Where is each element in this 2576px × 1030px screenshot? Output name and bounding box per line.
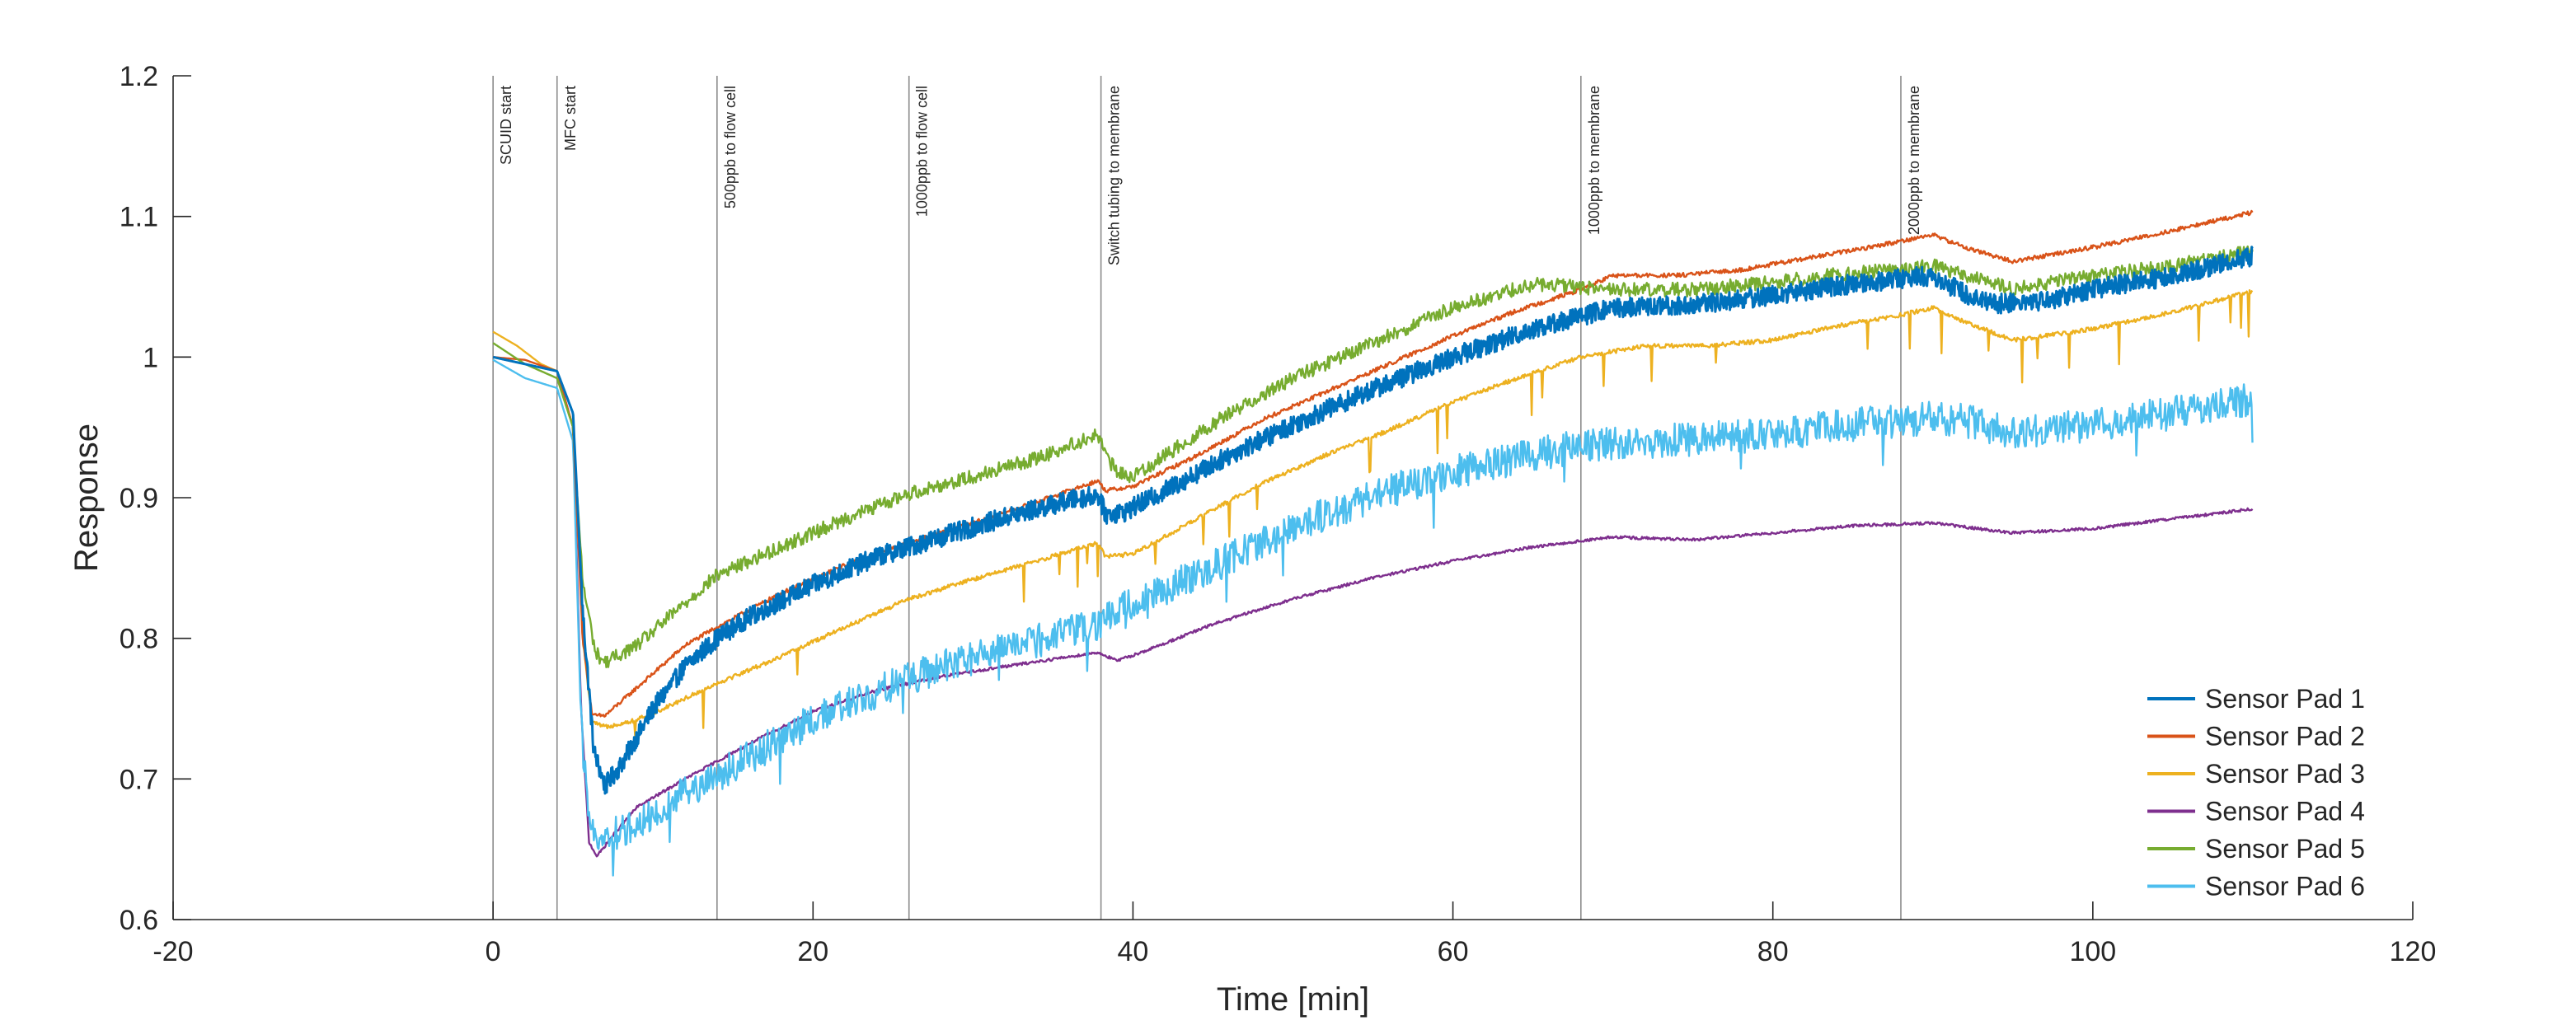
y-tick-label: 1.2 <box>120 61 158 92</box>
x-tick-label: 20 <box>797 936 828 967</box>
legend: Sensor Pad 1 Sensor Pad 2 Sensor Pad 3 Sens… <box>2147 684 2365 901</box>
event-label: 1000ppb to flow cell <box>914 86 931 217</box>
legend-label: Sensor Pad 3 <box>2205 759 2365 789</box>
event-markers: SCUID start MFC start 500ppb to flow cell 1… <box>492 76 1922 920</box>
x-axis-title: Time [min] <box>1217 981 1369 1018</box>
legend-label: Sensor Pad 1 <box>2205 684 2365 714</box>
event-label: 500ppb to flow cell <box>722 86 739 208</box>
x-tick-label: 40 <box>1118 936 1149 967</box>
y-tick-label: 1.1 <box>120 202 158 233</box>
x-tick-label: 60 <box>1438 936 1469 967</box>
x-tick-label: 80 <box>1757 936 1789 967</box>
y-tick-label: 0.6 <box>120 905 158 936</box>
y-axis-title: Response <box>68 424 105 572</box>
event-label: MFC start <box>562 86 579 151</box>
y-axis-ticks: 0.6 0.7 0.8 0.9 1 1.1 1.2 <box>120 61 191 936</box>
legend-label: Sensor Pad 6 <box>2205 872 2365 901</box>
axes: -20 0 20 40 60 80 100 120 0.6 0.7 0.8 0.9 1 1.1 1.2 <box>120 61 2437 967</box>
series-line-sensor-pad-4 <box>492 356 2254 858</box>
series-lines <box>492 209 2254 877</box>
y-tick-label: 1 <box>143 342 158 373</box>
x-tick-label: -20 <box>152 936 193 967</box>
series-line-sensor-pad-1 <box>492 246 2254 795</box>
y-tick-label: 0.8 <box>120 624 158 655</box>
y-tick-label: 0.7 <box>120 764 158 795</box>
y-tick-label: 0.9 <box>120 483 158 514</box>
x-tick-label: 100 <box>2069 936 2116 967</box>
legend-label: Sensor Pad 5 <box>2205 834 2365 864</box>
x-tick-label: 120 <box>2390 936 2437 967</box>
x-axis-ticks: -20 0 20 40 60 80 100 120 <box>152 901 2436 967</box>
series-line-sensor-pad-3 <box>492 289 2254 737</box>
series-line-sensor-pad-6 <box>492 358 2254 877</box>
legend-label: Sensor Pad 4 <box>2205 797 2365 826</box>
event-label: SCUID start <box>498 86 514 165</box>
event-label: 1000ppb to membrane <box>1586 86 1602 235</box>
event-label: 2000ppb to membrane <box>1906 86 1922 235</box>
event-label: Switch tubing to membrane <box>1106 86 1123 265</box>
x-tick-label: 0 <box>486 936 501 967</box>
legend-label: Sensor Pad 2 <box>2205 722 2365 751</box>
series-line-sensor-pad-5 <box>492 245 2254 668</box>
series-line-sensor-pad-2 <box>493 209 2254 718</box>
